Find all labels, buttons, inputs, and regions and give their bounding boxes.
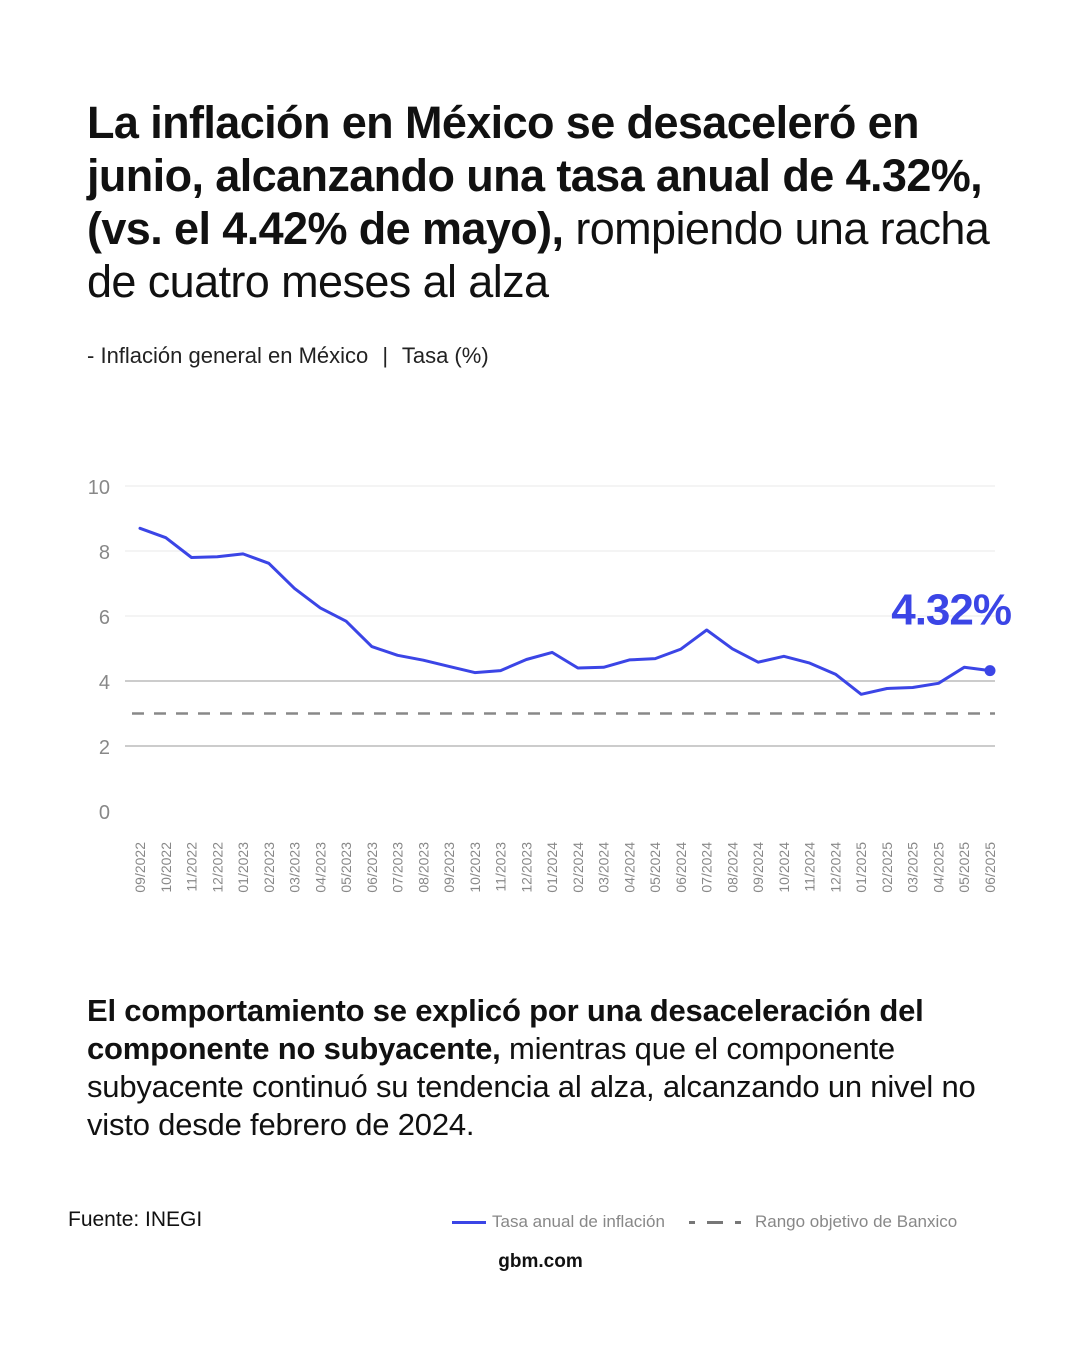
y-tick-label: 4	[99, 672, 110, 694]
x-tick-label: 01/2025	[853, 842, 869, 893]
legend-line-label: Tasa anual de inflación	[492, 1212, 665, 1231]
x-tick-label: 12/2022	[209, 842, 225, 893]
source-note: Fuente: INEGI	[68, 1208, 203, 1231]
x-tick-label: 08/2024	[724, 842, 740, 893]
body-regular: mientras que el componente subyacente co…	[87, 1031, 976, 1142]
x-tick-label: 11/2023	[493, 842, 509, 892]
x-tick-label: 07/2024	[699, 842, 715, 893]
x-tick-label: 04/2025	[930, 842, 946, 893]
subtitle-separator: |	[382, 343, 389, 368]
x-tick-label: 05/2023	[338, 842, 354, 893]
x-tick-label: 03/2024	[596, 842, 612, 893]
x-tick-label: 04/2023	[312, 842, 328, 893]
subtitle-series: Inflación general en México	[100, 343, 369, 368]
legend-dash-label: Rango objetivo de Banxico	[754, 1212, 958, 1231]
chart-legend: Tasa anual de inflación Rango objetivo d…	[452, 1211, 957, 1233]
x-tick-label: 03/2025	[905, 842, 921, 893]
y-tick-label: 0	[99, 802, 110, 824]
inflation-line-chart: 0 2 4 6 8 10 4.32% 09/2022 10/2022 11/2022 12/2022…	[88, 477, 1012, 893]
x-tick-label: 11/2022	[184, 842, 200, 892]
footer-domain: gbm.com	[498, 1251, 583, 1272]
headline-bold: La inflación en México se desaceleró en …	[87, 97, 983, 254]
y-tick-label: 2	[99, 737, 110, 759]
x-tick-label: 10/2024	[776, 842, 792, 893]
x-tick-label: 10/2022	[158, 842, 174, 893]
legend-dash-swatch	[688, 1220, 741, 1224]
x-tick-label: 06/2024	[673, 842, 689, 893]
x-tick-label: 08/2023	[415, 842, 431, 893]
x-tick-label: 01/2023	[235, 842, 251, 893]
x-tick-label: 05/2024	[647, 842, 663, 893]
x-tick-label: 06/2023	[364, 842, 380, 893]
y-tick-label: 10	[88, 477, 110, 499]
x-tick-label: 09/2022	[132, 842, 148, 893]
y-tick-label: 8	[99, 542, 110, 564]
x-tick-label: 11/2024	[802, 842, 818, 892]
legend-line-swatch	[452, 1220, 486, 1224]
x-tick-label: 09/2023	[441, 842, 457, 893]
inflation-series-line	[138, 526, 992, 696]
latest-value-callout: 4.32%	[891, 586, 1011, 635]
x-tick-label: 05/2025	[956, 842, 972, 893]
chart-subtitle: - Inflación general en México | Tasa (%)	[87, 343, 489, 369]
subtitle-dash: -	[87, 343, 95, 368]
x-tick-label: 09/2024	[750, 842, 766, 893]
headline: La inflación en México se desaceleró en …	[87, 96, 1037, 308]
x-tick-label: 12/2023	[518, 842, 534, 893]
subtitle-unit: Tasa (%)	[401, 343, 489, 368]
headline-regular: rompiendo una racha de cuatro meses al a…	[87, 203, 990, 307]
x-tick-label: 12/2024	[827, 842, 843, 893]
x-tick-label: 04/2024	[621, 842, 637, 893]
x-tick-label: 10/2023	[467, 842, 483, 893]
y-tick-label: 6	[99, 607, 110, 629]
body-text: El comportamiento se explicó por una des…	[87, 992, 1007, 1144]
x-tick-label: 01/2024	[544, 842, 560, 893]
x-tick-label: 07/2023	[390, 842, 406, 893]
x-tick-label: 02/2023	[261, 842, 277, 893]
x-tick-label: 03/2023	[287, 842, 303, 893]
last-point-marker	[984, 665, 996, 677]
x-tick-label: 02/2024	[570, 842, 586, 893]
body-bold: El comportamiento se explicó por una des…	[87, 993, 924, 1066]
x-tick-label: 02/2025	[879, 842, 895, 893]
x-tick-label: 06/2025	[982, 842, 998, 893]
